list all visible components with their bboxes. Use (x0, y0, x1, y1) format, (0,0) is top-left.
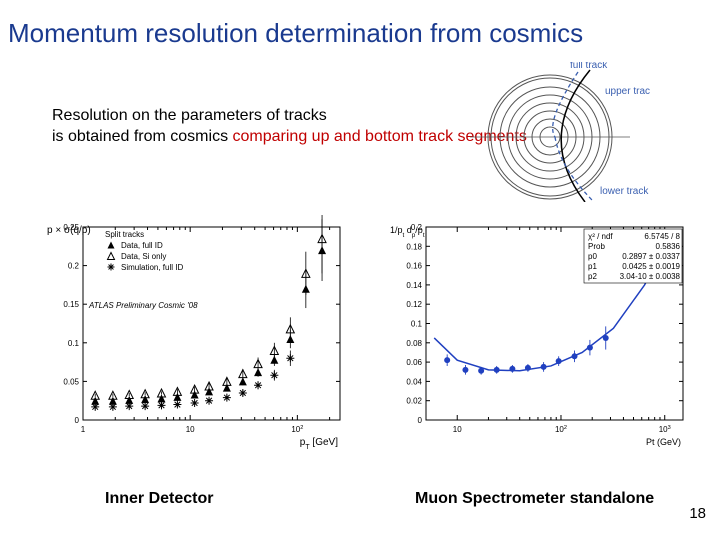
svg-text:0.02: 0.02 (406, 397, 422, 406)
svg-text:Simulation, full ID: Simulation, full ID (121, 263, 183, 272)
svg-text:0.2: 0.2 (68, 262, 80, 271)
svg-text:upper track: upper track (605, 86, 650, 97)
svg-text:full track: full track (570, 62, 608, 71)
svg-text:0.12: 0.12 (406, 300, 422, 309)
svg-text:0.05: 0.05 (63, 377, 79, 386)
svg-text:0: 0 (75, 416, 80, 425)
svg-text:0.2897 ± 0.0337: 0.2897 ± 0.0337 (622, 252, 680, 261)
left-chart-caption: Inner Detector (105, 490, 213, 508)
svg-text:pT [GeV]: pT [GeV] (300, 437, 338, 450)
svg-text:lower track: lower track (600, 186, 649, 197)
svg-text:102: 102 (555, 425, 567, 434)
svg-text:0.5836: 0.5836 (656, 242, 681, 251)
svg-text:0.16: 0.16 (406, 262, 422, 271)
svg-text:0.06: 0.06 (406, 358, 422, 367)
svg-text:0.1: 0.1 (68, 339, 80, 348)
desc-line1: Resolution on the parameters of tracks (52, 107, 327, 124)
svg-text:ATLAS Preliminary Cosmic '08: ATLAS Preliminary Cosmic '08 (88, 301, 198, 310)
svg-text:102: 102 (291, 425, 303, 434)
svg-text:0.14: 0.14 (406, 281, 422, 290)
svg-text:p1: p1 (588, 262, 597, 271)
svg-text:χ² / ndf: χ² / ndf (588, 232, 613, 241)
svg-text:0.04: 0.04 (406, 377, 422, 386)
svg-text:6.5745 / 8: 6.5745 / 8 (644, 232, 680, 241)
svg-text:Data, full ID: Data, full ID (121, 241, 163, 250)
svg-text:1/pt dp/pt: 1/pt dp/pt (390, 225, 425, 239)
desc-line2: is obtained from cosmics (52, 128, 233, 145)
svg-text:0.0425 ± 0.0019: 0.0425 ± 0.0019 (622, 262, 680, 271)
svg-text:10: 10 (186, 425, 195, 434)
right-chart-caption: Muon Spectrometer standalone (415, 490, 654, 508)
svg-text:1: 1 (81, 425, 86, 434)
svg-text:p2: p2 (588, 272, 597, 281)
svg-text:0.15: 0.15 (63, 300, 79, 309)
svg-text:Pt (GeV): Pt (GeV) (646, 437, 681, 447)
svg-text:3.04-10 ± 0.0038: 3.04-10 ± 0.0038 (620, 272, 681, 281)
page-title: Momentum resolution determination from c… (8, 18, 583, 49)
svg-text:Split tracks: Split tracks (105, 230, 144, 239)
detector-schematic-diagram: full track upper track lower track (450, 62, 650, 202)
svg-text:0.1: 0.1 (411, 320, 423, 329)
svg-text:Data, Si only: Data, Si only (121, 252, 166, 261)
svg-text:0.18: 0.18 (406, 242, 422, 251)
inner-detector-resolution-chart: 00.050.10.150.20.25110102p × σ(q/p)pT [G… (35, 215, 350, 450)
muon-spectrometer-resolution-chart: 00.020.040.060.080.10.120.140.160.180.21… (378, 215, 693, 450)
svg-text:p × σ(q/p): p × σ(q/p) (47, 225, 91, 236)
svg-text:10: 10 (453, 425, 462, 434)
svg-text:Prob: Prob (588, 242, 605, 251)
svg-text:p0: p0 (588, 252, 597, 261)
svg-text:103: 103 (659, 425, 671, 434)
page-number: 18 (689, 505, 706, 522)
svg-text:0.08: 0.08 (406, 339, 422, 348)
svg-text:0: 0 (418, 416, 423, 425)
